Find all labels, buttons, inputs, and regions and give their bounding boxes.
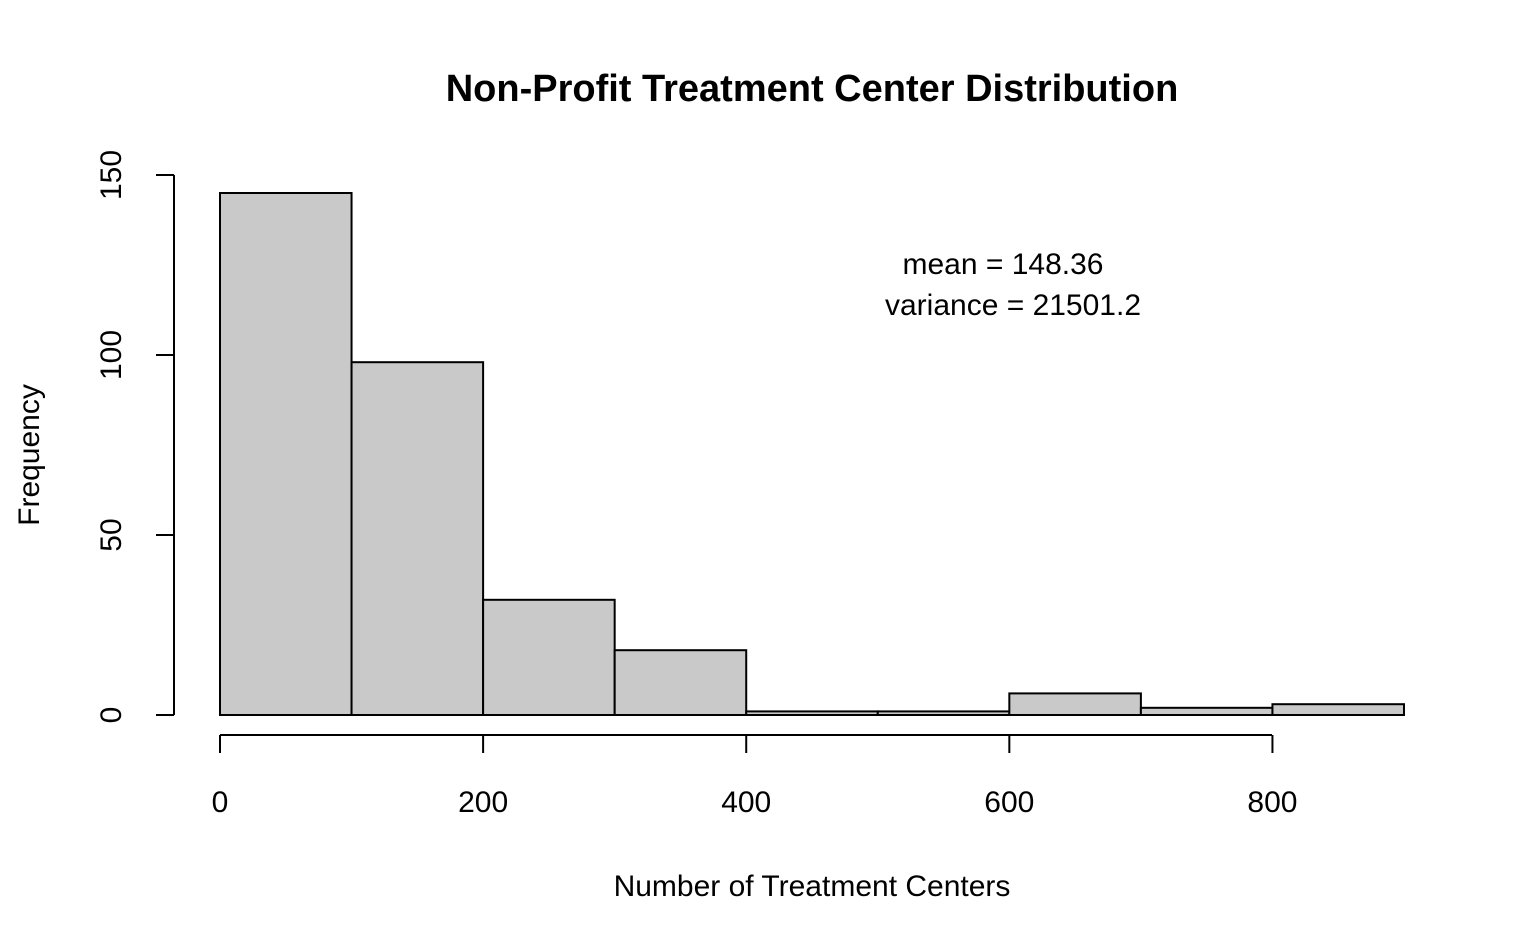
x-tick-label: 800 <box>1247 786 1297 819</box>
histogram-bar <box>350 361 485 716</box>
y-tick-label: 50 <box>95 518 128 551</box>
histogram-bar <box>1271 703 1406 717</box>
y-tick-label: 100 <box>95 330 128 380</box>
histogram-bar <box>745 710 879 717</box>
y-tick-label: 0 <box>95 707 128 724</box>
histogram-bar <box>1008 692 1142 717</box>
x-tick-label: 0 <box>212 786 229 819</box>
bars-group <box>219 192 1406 717</box>
x-axis-ticks: 0 200 400 600 800 <box>212 735 1297 819</box>
histogram-bar <box>613 649 748 717</box>
chart-title: Non-Profit Treatment Center Distribution <box>446 68 1179 110</box>
x-tick-label: 200 <box>458 786 508 819</box>
histogram-bar <box>219 192 353 716</box>
y-tick-label: 150 <box>95 150 128 200</box>
x-tick-label: 600 <box>984 786 1034 819</box>
variance-annotation: variance = 21501.2 <box>885 289 1141 322</box>
y-axis-ticks: 0 50 100 150 <box>95 150 174 723</box>
histogram-bar <box>1139 706 1274 716</box>
histogram-bar <box>876 710 1011 717</box>
mean-annotation: mean = 148.36 <box>903 248 1104 281</box>
x-tick-label: 400 <box>721 786 771 819</box>
x-axis-label: Number of Treatment Centers <box>614 870 1011 903</box>
y-axis-label: Frequency <box>13 384 46 526</box>
histogram-bar <box>482 598 616 716</box>
